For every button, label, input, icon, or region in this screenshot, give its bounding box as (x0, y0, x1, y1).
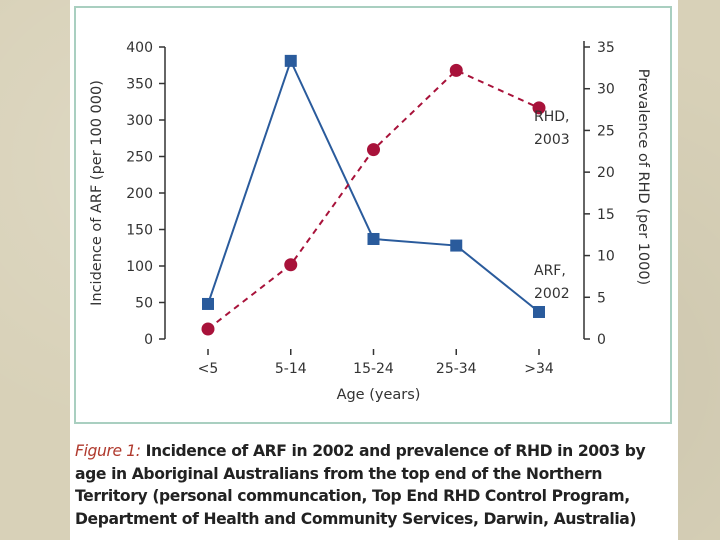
left-tick-label: 150 (126, 223, 153, 239)
series-label-line: 2003 (534, 132, 570, 148)
right-axis-title: Prevalence of RHD (per 1000) (635, 69, 651, 285)
right-tick-label: 35 (597, 40, 615, 56)
rhd-data-point (532, 101, 546, 115)
right-tick-label: 5 (597, 290, 606, 306)
right-tick-label: 15 (597, 207, 615, 223)
arf-data-point (202, 297, 214, 310)
x-tick-label: 25-34 (436, 361, 477, 377)
series-label-line: ARF, (534, 263, 566, 279)
arf-data-point (284, 54, 297, 67)
left-tick-label: 0 (144, 332, 153, 348)
series-label-rhd: RHD, 2003 (534, 109, 570, 148)
rhd-data-point (284, 258, 298, 272)
left-tick-label: 400 (126, 40, 153, 56)
series-label-line: 2002 (534, 286, 570, 302)
rhd-data-point (201, 322, 215, 336)
left-tick-label: 50 (135, 296, 153, 312)
caption-text: Incidence of ARF in 2002 and prevalence … (75, 442, 646, 528)
arf-data-point (367, 232, 380, 245)
left-tick-label: 100 (126, 259, 153, 275)
x-tick-label: 15-24 (353, 361, 394, 377)
series-line-rhd (207, 69, 540, 330)
right-tick-label: 10 (597, 249, 615, 265)
x-tick-label: >34 (524, 361, 554, 377)
left-tick-label: 250 (126, 150, 153, 166)
right-tick-label: 0 (597, 332, 606, 348)
left-axis-title: Incidence of ARF (per 100 000) (89, 80, 105, 306)
arf-data-point (450, 239, 463, 252)
right-tick-label: 30 (597, 82, 615, 98)
right-tick-label: 25 (597, 123, 615, 139)
x-tick-label: <5 (198, 361, 219, 377)
left-tick-label: 350 (126, 77, 153, 93)
right-tick-label: 20 (597, 165, 615, 181)
series-label-arf: ARF, 2002 (534, 263, 570, 302)
x-axis-title: Age (years) (337, 387, 421, 403)
series-label-line: RHD, (534, 109, 570, 125)
left-tick-label: 200 (126, 186, 153, 202)
rhd-data-point (367, 143, 380, 157)
chart-frame: 0 50 100 150 200 250 300 350 400 Incidence of ARF… (74, 6, 672, 424)
left-tick-label: 300 (126, 113, 153, 129)
series-line-arf (207, 58, 540, 313)
caption-label: Figure 1: (75, 442, 141, 460)
rhd-data-point (449, 63, 463, 77)
arf-data-point (533, 305, 545, 318)
x-tick-label: 5-14 (275, 361, 307, 377)
figure-caption: Figure 1: Incidence of ARF in 2002 and p… (75, 440, 675, 530)
